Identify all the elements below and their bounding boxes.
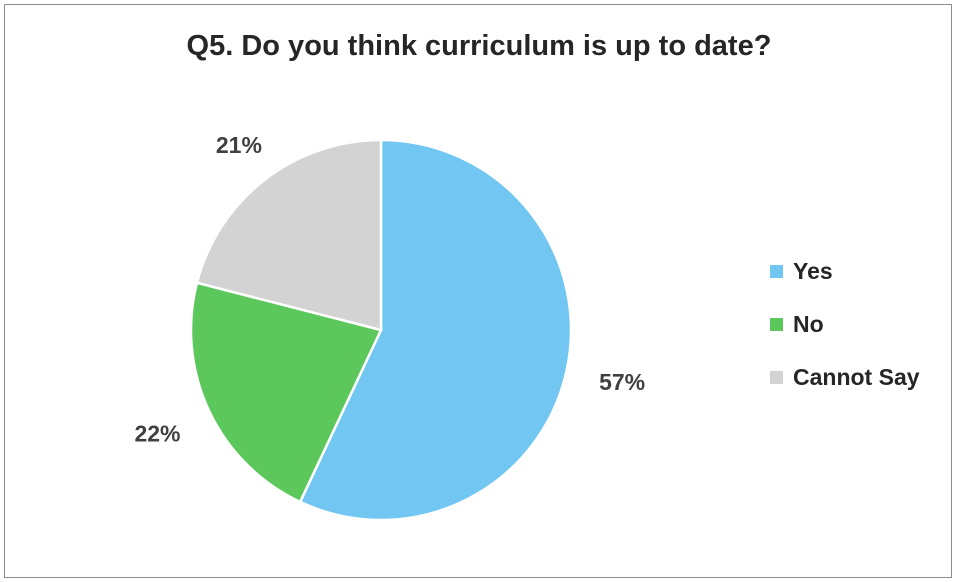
legend-label-no: No: [793, 311, 824, 337]
legend-item-yes: Yes: [770, 258, 920, 285]
legend-label-cannot-say: Cannot Say: [793, 364, 920, 390]
legend: Yes No Cannot Say: [770, 258, 920, 417]
legend-item-cannot-say: Cannot Say: [770, 364, 920, 391]
legend-label-yes: Yes: [793, 258, 833, 284]
pie-slice-no: [189, 281, 383, 504]
chart-title: Q5. Do you think curriculum is up to dat…: [186, 30, 772, 62]
legend-swatch-no: [770, 318, 783, 331]
data-label-no: 22%: [134, 420, 180, 446]
data-label-yes: 57%: [599, 369, 645, 395]
pie-slices: [189, 138, 573, 522]
legend-swatch-cannot-say: [770, 371, 783, 384]
legend-item-no: No: [770, 311, 920, 338]
legend-swatch-yes: [770, 265, 783, 278]
pie-slice-yes: [298, 138, 573, 522]
pie-data-labels: 57% 22% 21%: [134, 132, 645, 446]
pie-slice-cannot-say: [195, 138, 383, 332]
data-label-cannot-say: 21%: [216, 132, 262, 158]
